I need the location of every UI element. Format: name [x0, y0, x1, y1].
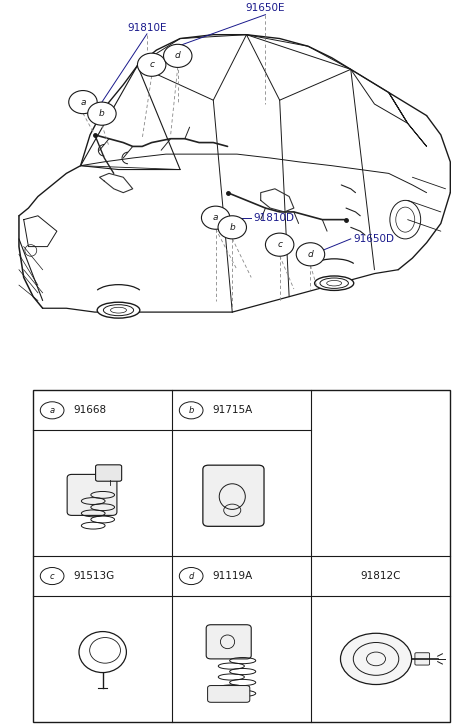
- Text: 91668: 91668: [73, 406, 107, 415]
- Circle shape: [88, 102, 116, 125]
- Text: 91650D: 91650D: [353, 234, 394, 244]
- FancyBboxPatch shape: [203, 465, 264, 526]
- Text: d: d: [308, 250, 313, 259]
- Text: 91513G: 91513G: [73, 571, 115, 581]
- Circle shape: [201, 206, 230, 229]
- Ellipse shape: [315, 276, 354, 290]
- Circle shape: [218, 216, 246, 239]
- Text: b: b: [229, 223, 235, 232]
- Text: 91119A: 91119A: [212, 571, 253, 581]
- Circle shape: [164, 44, 192, 68]
- Text: c: c: [50, 571, 55, 581]
- Ellipse shape: [97, 302, 140, 318]
- Text: 91715A: 91715A: [212, 406, 253, 415]
- Text: 91810E: 91810E: [127, 23, 167, 33]
- Text: c: c: [277, 240, 282, 249]
- FancyBboxPatch shape: [415, 653, 429, 665]
- Text: 91812C: 91812C: [361, 571, 401, 581]
- Text: d: d: [175, 52, 181, 60]
- Text: b: b: [99, 109, 105, 119]
- Text: a: a: [50, 406, 55, 415]
- Text: 91810D: 91810D: [254, 213, 294, 222]
- Circle shape: [40, 568, 64, 585]
- Text: b: b: [189, 406, 194, 415]
- FancyBboxPatch shape: [206, 624, 251, 659]
- Text: a: a: [213, 213, 219, 222]
- Text: c: c: [149, 60, 154, 69]
- Circle shape: [179, 402, 203, 419]
- Text: d: d: [189, 571, 194, 581]
- Circle shape: [40, 402, 64, 419]
- Text: 91650E: 91650E: [246, 4, 285, 14]
- Circle shape: [137, 53, 166, 76]
- Circle shape: [179, 568, 203, 585]
- Bar: [33, 390, 450, 722]
- Circle shape: [340, 633, 411, 685]
- FancyBboxPatch shape: [96, 465, 122, 481]
- FancyBboxPatch shape: [208, 686, 250, 702]
- Circle shape: [69, 91, 97, 113]
- Circle shape: [265, 233, 294, 256]
- FancyBboxPatch shape: [67, 475, 117, 515]
- Text: a: a: [80, 97, 86, 107]
- Circle shape: [296, 243, 325, 266]
